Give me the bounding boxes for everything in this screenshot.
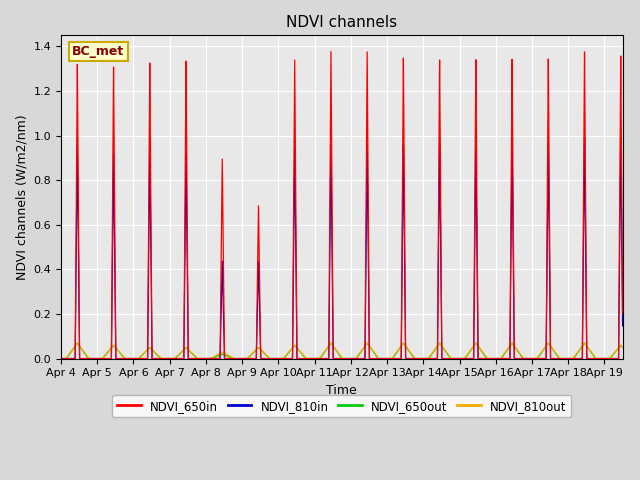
NDVI_810out — [492, 356, 500, 361]
NDVI_650in — [107, 356, 115, 361]
NDVI_650in — [204, 356, 211, 361]
NDVI_810in — [617, 135, 625, 141]
NDVI_810out — [614, 345, 622, 351]
NDVI_650out — [204, 356, 211, 361]
Y-axis label: NDVI channels (W/m2/nm): NDVI channels (W/m2/nm) — [15, 114, 28, 280]
NDVI_810out — [57, 356, 65, 361]
NDVI_810in — [327, 142, 335, 148]
NDVI_810in — [614, 356, 622, 361]
Legend: NDVI_650in, NDVI_810in, NDVI_650out, NDVI_810out: NDVI_650in, NDVI_810in, NDVI_650out, NDV… — [112, 395, 572, 417]
NDVI_650in — [57, 356, 65, 361]
NDVI_650out — [614, 345, 622, 351]
Text: BC_met: BC_met — [72, 45, 125, 58]
X-axis label: Time: Time — [326, 384, 357, 397]
NDVI_810in — [204, 356, 211, 361]
Line: NDVI_650in: NDVI_650in — [61, 51, 640, 359]
NDVI_810in — [492, 356, 500, 361]
NDVI_650in — [327, 49, 335, 55]
Line: NDVI_810in: NDVI_810in — [61, 138, 640, 359]
NDVI_810out — [327, 340, 335, 346]
NDVI_650in — [614, 356, 622, 361]
NDVI_810in — [107, 356, 115, 361]
NDVI_810out — [204, 356, 211, 361]
NDVI_650in — [327, 48, 335, 54]
Line: NDVI_650out: NDVI_650out — [61, 343, 640, 359]
NDVI_650out — [492, 356, 500, 361]
NDVI_650out — [57, 356, 65, 361]
NDVI_810out — [74, 340, 81, 346]
NDVI_650out — [107, 346, 115, 352]
NDVI_810out — [107, 346, 115, 351]
Line: NDVI_810out: NDVI_810out — [61, 343, 640, 359]
NDVI_650out — [74, 340, 81, 346]
NDVI_650out — [327, 340, 335, 346]
Title: NDVI channels: NDVI channels — [286, 15, 397, 30]
NDVI_650in — [492, 356, 500, 361]
NDVI_810in — [57, 356, 65, 361]
